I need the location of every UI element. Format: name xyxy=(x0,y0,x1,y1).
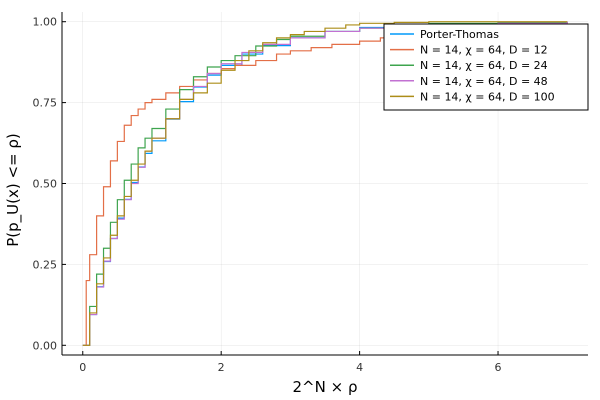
x-tick-label: 0 xyxy=(79,361,86,374)
legend-label-0: Porter-Thomas xyxy=(420,28,499,41)
legend-label-4: N = 14, χ = 64, D = 100 xyxy=(420,90,555,103)
series-line-4 xyxy=(82,21,568,346)
x-tick-label: 4 xyxy=(356,361,363,374)
legend: Porter-Thomas N = 14, χ = 64, D = 12 N = 1… xyxy=(383,23,589,111)
y-axis-title: P(p_U(x) <= ρ) xyxy=(4,133,23,247)
legend-label-1: N = 14, χ = 64, D = 12 xyxy=(420,44,548,57)
legend-label-3: N = 14, χ = 64, D = 48 xyxy=(420,75,548,88)
legend-box xyxy=(383,23,589,111)
x-tick-label: 2 xyxy=(218,361,225,374)
y-tick-label: 0.25 xyxy=(33,258,58,271)
x-tick-label: 6 xyxy=(495,361,502,374)
x-axis-title: 2^N × ρ xyxy=(293,378,358,396)
y-tick-label: 0.00 xyxy=(33,339,58,352)
legend-label-2: N = 14, χ = 64, D = 24 xyxy=(420,59,548,72)
y-tick-label: 1.00 xyxy=(33,16,58,29)
y-tick-label: 0.50 xyxy=(33,178,58,191)
y-tick-label: 0.75 xyxy=(33,97,58,110)
tick-labels: 0 2 4 6 0.00 0.25 0.50 0.75 1.00 xyxy=(33,16,502,374)
axes xyxy=(61,12,588,356)
